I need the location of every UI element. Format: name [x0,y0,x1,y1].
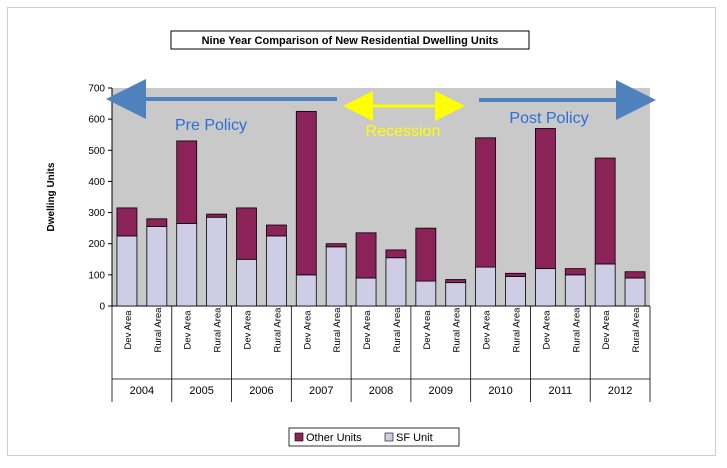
category-label: Dev Area [302,310,313,350]
y-tick-label: 200 [88,239,105,250]
bar-other-units [475,137,497,268]
category-label: Rural Area [631,307,642,353]
group-label: 2008 [369,385,393,397]
plot-background [112,88,650,306]
bar-sf-unit [236,258,257,307]
bar-other-units [415,227,437,282]
category-label: Dev Area [422,310,433,350]
bar-other-units [325,243,347,248]
bar-sf-unit [564,274,586,307]
bar-other-units [236,207,257,260]
category-label: Rural Area [392,307,403,353]
bar-sf-unit [415,280,437,307]
chart-title: Nine Year Comparison of New Residential … [202,35,499,47]
y-tick-label: 600 [88,115,105,126]
recession-label: Recession [366,123,441,140]
bar-sf-unit [116,235,138,307]
legend-swatch-sf-unit [384,432,394,442]
legend-label-sf-unit: SF Unit [396,432,433,444]
chart-title-group: Nine Year Comparison of New Residential … [170,30,530,50]
bar-sf-unit [624,277,646,307]
annotations: Pre Policy Recession Post Policy [106,79,656,140]
category-label: Rural Area [213,307,224,353]
y-axis-label: Dwelling Units [46,162,57,231]
group-label: 2010 [488,385,512,397]
bar-other-units [534,128,556,270]
bar-other-units [355,232,377,279]
category-label: Dev Area [482,310,493,350]
group-label: 2006 [249,385,273,397]
bar-sf-unit [355,277,377,307]
category-label: Rural Area [512,307,523,353]
bar-sf-unit [445,282,467,307]
bar-other-units [146,218,168,227]
bar-other-units [116,207,138,237]
bar-sf-unit [594,263,616,307]
bar-sf-unit [295,274,317,307]
category-label: Dev Area [541,310,552,350]
post-policy-label: Post Policy [509,110,588,127]
bar-other-units [385,249,407,259]
y-tick-label: 500 [88,146,105,157]
group-label: 2012 [608,385,632,397]
category-label: Dev Area [362,310,373,350]
bar-other-units [624,271,646,279]
bar-other-units [265,224,287,237]
chart-title-box [170,30,530,50]
category-label: Rural Area [332,307,343,353]
bar-sf-unit [146,226,168,307]
group-label: 2005 [189,385,213,397]
bar-other-units [176,140,198,224]
legend-swatch-other-units [294,432,304,442]
legend: Other Units SF Unit [288,427,460,447]
category-label: Dev Area [123,310,134,350]
bar-other-units [295,110,317,276]
y-tick-label: 400 [88,177,105,188]
category-label: Dev Area [183,310,194,350]
bar-sf-unit [534,268,556,307]
category-label: Rural Area [571,307,582,353]
bar-sf-unit [176,223,198,307]
category-label: Rural Area [272,307,283,353]
legend-box [288,427,460,447]
y-tick-label: 0 [99,302,105,313]
bar-other-units [505,272,526,277]
plot-area: 0 100 200 300 400 500 600 700 Dev Area Rural Area… [88,84,651,402]
group-label: 2009 [429,385,453,397]
y-tick-label: 700 [88,84,105,95]
group-label: 2004 [130,385,154,397]
pre-policy-label: Pre Policy [175,117,247,134]
bar-other-units [594,157,616,265]
bar-other-units [445,279,467,284]
bar-other-units [564,268,586,276]
bar-sf-unit [206,216,228,307]
y-tick-label: 300 [88,208,105,219]
category-label: Rural Area [153,307,164,353]
category-label: Rural Area [452,307,463,353]
bar-sf-unit [325,246,347,307]
bar-sf-unit [475,266,497,307]
category-label: Dev Area [243,310,254,350]
bar-other-units [206,213,228,218]
bar-sf-unit [265,235,287,307]
bar-sf-unit [505,276,526,307]
group-label: 2007 [309,385,333,397]
legend-label-other-units: Other Units [306,432,362,444]
y-tick-label: 100 [88,270,105,281]
bar-sf-unit [385,257,407,307]
group-label: 2011 [549,385,573,397]
category-label: Dev Area [601,310,612,350]
